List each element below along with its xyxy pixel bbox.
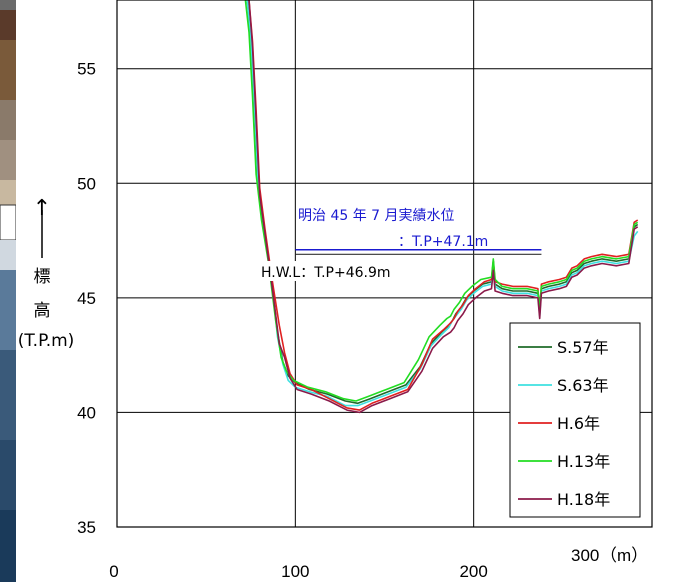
x-tick-labels: 0 100 200 <box>109 562 488 581</box>
y-tick-label: 40 <box>77 403 96 422</box>
plot-frame <box>116 0 653 528</box>
y-tick-label: 45 <box>77 289 96 308</box>
record-water-level-label: 明治 45 年 7 月実績水位 <box>298 208 455 224</box>
y-axis-unit: (T.P.m) <box>18 331 75 351</box>
x-last-tick-label: 300 <box>571 546 599 565</box>
y-axis-arrow: ↑ <box>33 196 51 221</box>
legend-label: H.6年 <box>557 414 600 433</box>
background-photo-fragment <box>0 0 16 582</box>
series-line <box>248 0 639 414</box>
record-water-level-value: ：T.P+47.1m <box>398 234 488 250</box>
legend-label: S.63年 <box>557 376 609 395</box>
hwl-label: H.W.L：T.P+46.9m <box>261 265 391 281</box>
series-line <box>244 0 639 402</box>
legend-label: H.18年 <box>557 490 610 509</box>
legend-label: H.13年 <box>557 452 610 471</box>
y-axis-label-char-1: 標 <box>34 267 51 287</box>
x-tick-label: 0 <box>109 562 118 581</box>
y-tick-label: 50 <box>77 174 96 193</box>
legend-box <box>509 322 641 518</box>
x-tick-label: 100 <box>281 562 309 581</box>
series-line <box>248 0 639 411</box>
legend-label: S.57年 <box>557 338 609 357</box>
legend-items: S.57年 S.63年 H.6年 H.13年 H.18年 <box>518 338 610 509</box>
y-tick-labels: 35 40 45 50 55 <box>77 60 96 537</box>
y-axis-label-char-2: 高 <box>34 301 51 321</box>
x-axis-unit: （m） <box>600 546 648 565</box>
legend: S.57年 S.63年 H.6年 H.13年 H.18年 <box>509 322 641 518</box>
y-tick-label: 35 <box>77 518 96 537</box>
x-tick-label: 200 <box>459 562 487 581</box>
series-layer <box>244 0 639 414</box>
y-tick-label: 55 <box>77 60 96 79</box>
hwl-label-background <box>260 261 392 281</box>
